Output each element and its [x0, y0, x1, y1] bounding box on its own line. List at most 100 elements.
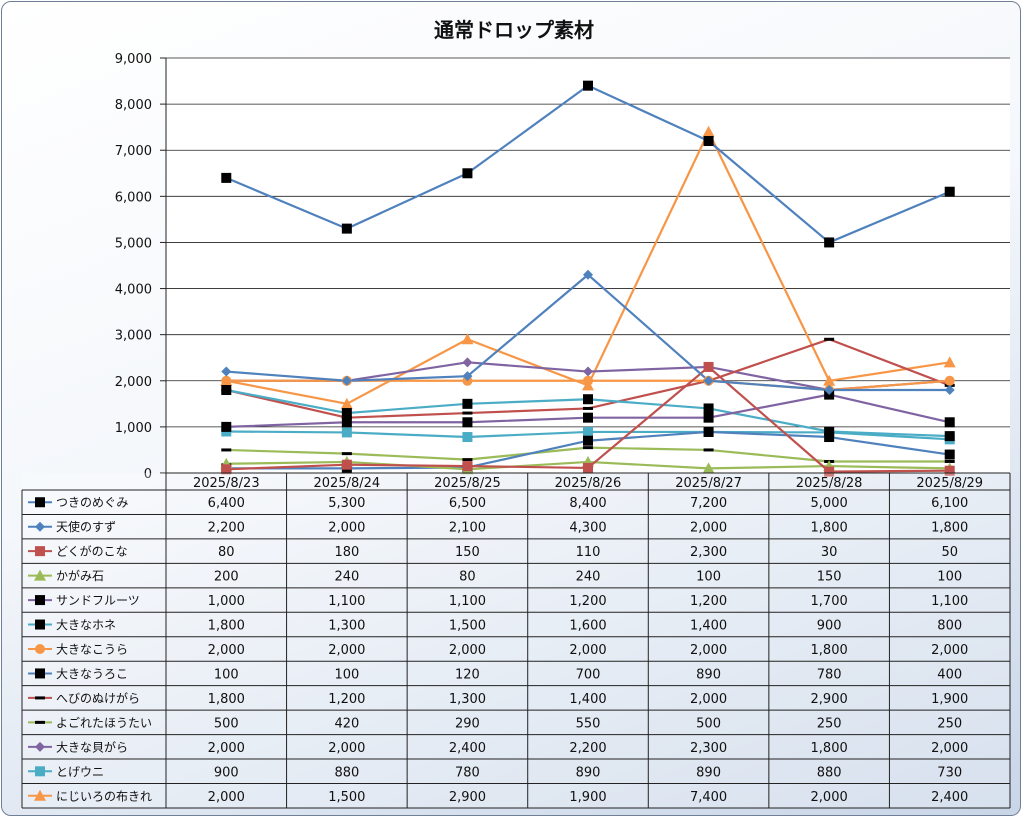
data-point [944, 385, 955, 395]
table-cell-value: 2,000 [931, 741, 968, 756]
table-cell-value: 1,300 [449, 692, 486, 707]
table-cell-value: 1,400 [569, 692, 606, 707]
series-name: へびのぬけがら [56, 690, 140, 705]
data-point [583, 426, 593, 437]
data-point [221, 375, 232, 386]
table-cell-value: 2,000 [569, 643, 606, 658]
table-cell-value: 120 [455, 667, 480, 682]
data-point [583, 269, 593, 280]
data-point [221, 464, 232, 475]
table-cell-value: 6,500 [449, 496, 486, 511]
table-cell-value: 1,800 [931, 521, 968, 536]
table-cell-value: 800 [937, 619, 962, 634]
y-tick-label: 9,000 [115, 52, 152, 67]
data-table [22, 473, 1010, 808]
data-point [583, 412, 593, 423]
data-point [221, 421, 232, 432]
data-point [583, 366, 593, 377]
table-cell-value: 2,300 [690, 545, 727, 560]
data-point [34, 789, 46, 801]
y-tick-label: 4,000 [115, 283, 152, 298]
data-point [35, 546, 45, 557]
data-point [35, 766, 45, 777]
table-cell-value: 2,000 [208, 790, 245, 805]
data-point [583, 375, 593, 386]
table-cell-value: 7,200 [690, 496, 727, 511]
table-cell-value: 1,100 [328, 594, 365, 609]
table-cell-value: 900 [817, 619, 842, 634]
table-cell-value: 1,800 [208, 692, 245, 707]
series-name: 大きな貝がら [56, 739, 128, 754]
table-cell-value: 2,000 [690, 521, 727, 536]
table-cell-value: 730 [937, 765, 962, 780]
series-name: 大きなこうら [56, 642, 128, 656]
data-point [703, 448, 714, 452]
y-tick-label: 2,000 [115, 375, 152, 390]
table-cell-value: 100 [696, 570, 721, 585]
table-cell-value: 1,200 [328, 692, 365, 707]
data-point [944, 375, 955, 386]
data-point [703, 375, 714, 386]
table-cell-value: 2,000 [690, 643, 727, 658]
table-cell-value: 780 [455, 765, 480, 780]
data-point [35, 595, 45, 606]
table-cell-value: 240 [576, 570, 601, 585]
data-point [702, 125, 715, 137]
table-cell-value: 1,100 [931, 594, 968, 609]
table-cell-value: 1,100 [449, 594, 486, 609]
table-cell-value: 4,300 [569, 521, 606, 536]
table-cell-value: 1,900 [569, 790, 606, 805]
data-point [34, 569, 46, 581]
table-cell-value: 2,000 [811, 790, 848, 805]
table-cell-value: 1,600 [569, 619, 606, 634]
series-name: かがみ石 [56, 568, 104, 583]
table-cell-value: 250 [817, 716, 842, 731]
table-cell-value: 2,400 [449, 741, 486, 756]
series-name: 大きなうろこ [56, 667, 128, 681]
data-point [341, 459, 352, 470]
data-point [944, 431, 955, 442]
data-point [583, 462, 593, 473]
table-cell-value: 5,300 [328, 496, 365, 511]
data-point [703, 136, 714, 146]
data-point [703, 403, 714, 414]
data-point [824, 466, 835, 477]
table-cell-value: 1,300 [328, 619, 365, 634]
data-point [221, 366, 232, 377]
data-point [221, 385, 232, 395]
table-cell-value: 1,900 [931, 692, 968, 707]
table-cell-value: 890 [696, 765, 721, 780]
y-tick-label: 7,000 [115, 144, 152, 159]
table-cell-value: 400 [937, 667, 962, 682]
table-cell-value: 1,700 [811, 594, 848, 609]
table-cell-value: 2,300 [690, 741, 727, 756]
table-cell-value: 2,000 [328, 741, 365, 756]
table-cell-value: 2,200 [208, 521, 245, 536]
data-point [462, 417, 473, 428]
table-cell-value: 1,200 [569, 594, 606, 609]
table-cell-value: 890 [576, 765, 601, 780]
x-category-label: 2025/8/27 [675, 476, 742, 491]
y-tick-label: 3,000 [115, 329, 152, 344]
table-cell-value: 6,400 [208, 496, 245, 511]
table-cell-value: 5,000 [811, 496, 848, 511]
data-point [35, 668, 45, 679]
data-point [462, 458, 473, 462]
data-point [824, 432, 835, 443]
table-cell-value: 150 [817, 570, 842, 585]
table-cell-value: 1,800 [811, 643, 848, 658]
series-name: とげウニ [56, 765, 104, 779]
data-point [35, 720, 45, 724]
data-point [35, 696, 45, 700]
series-name: よごれたほうたい [56, 715, 152, 730]
data-point [824, 337, 835, 341]
table-cell-value: 100 [334, 667, 359, 682]
table-cell-value: 240 [334, 570, 359, 585]
y-tick-label: 8,000 [115, 98, 152, 113]
table-cell-value: 1,800 [208, 619, 245, 634]
x-category-label: 2025/8/24 [314, 476, 381, 491]
table-cell-value: 890 [696, 667, 721, 682]
series-name: サンドフルーツ [56, 594, 140, 608]
series-name: どくがのこな [56, 544, 128, 559]
